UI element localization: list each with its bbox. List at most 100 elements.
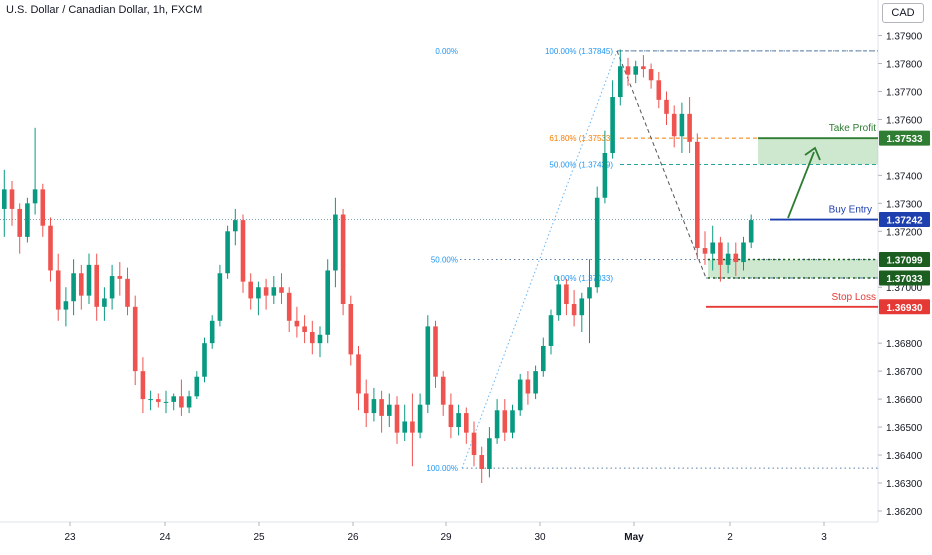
candle-body (217, 273, 223, 321)
candle-body (602, 152, 608, 198)
candle-body (525, 379, 531, 394)
candle-body (571, 304, 577, 316)
candle-body (702, 248, 708, 254)
candle-body (533, 371, 538, 394)
candle-body (487, 438, 492, 470)
candle-body (748, 220, 754, 243)
candle-body (171, 396, 176, 402)
candle-body (17, 208, 22, 237)
candle-body (163, 401, 169, 403)
candle-body (40, 189, 46, 226)
y-tick-label: 1.37300 (886, 199, 923, 210)
candle-body (179, 396, 184, 408)
candle-body (71, 273, 76, 302)
candle-body (233, 220, 238, 232)
candle-body (641, 66, 646, 70)
candle-body (679, 113, 685, 137)
price-tag-box (879, 212, 930, 228)
price-tag-label: 1.37033 (886, 274, 923, 285)
fib-retracement-label: 61.80% (1.37533) (549, 134, 613, 143)
candle-body (294, 320, 300, 327)
candle-body (510, 410, 515, 433)
candle-body (725, 253, 731, 265)
candle-body (194, 376, 200, 397)
candle-body (610, 97, 615, 153)
candle-body (671, 113, 677, 137)
candle-body (433, 326, 438, 377)
candle-body (394, 404, 400, 433)
candle-body (48, 225, 53, 271)
price-tag-label: 1.37533 (886, 134, 923, 145)
candle-body (248, 281, 253, 299)
price-tag-box (879, 130, 930, 146)
candle-body (695, 141, 700, 249)
fib-trend-line (461, 50, 618, 469)
candle-body (587, 287, 592, 299)
candle-body (140, 371, 146, 400)
y-tick-label: 1.36800 (886, 339, 923, 350)
arrow-up-icon (787, 151, 815, 219)
y-tick-label: 1.36600 (886, 395, 923, 406)
y-tick-label: 1.37600 (886, 115, 923, 126)
fib-retracement-label: 0.00% (1.37033) (554, 274, 613, 283)
y-tick-label: 1.37200 (886, 227, 923, 238)
candle-body (456, 413, 461, 428)
y-tick-label: 1.36500 (886, 423, 923, 434)
candle-body (32, 189, 38, 204)
candle-body (317, 334, 323, 344)
candle-body (186, 396, 192, 408)
fib-level-label: 0.00% (435, 47, 458, 56)
currency-badge[interactable]: CAD (882, 3, 924, 23)
stop-loss-label: Stop Loss (832, 292, 876, 303)
candle-body (55, 270, 61, 310)
candle-body (109, 276, 115, 299)
fib-level-label: 50.00% (431, 256, 458, 265)
candle-body (94, 264, 99, 307)
candle-body (79, 273, 84, 296)
candle-body (741, 242, 746, 263)
candle-body (494, 410, 500, 439)
candle-body (240, 220, 246, 282)
candle-body (9, 189, 15, 209)
candle-body (517, 379, 523, 411)
candle-body (302, 326, 307, 332)
candle-body (310, 331, 315, 344)
buy-entry-label: Buy Entry (829, 205, 872, 216)
candle-body (202, 343, 207, 377)
candle-body (502, 410, 508, 433)
candle-body (710, 242, 715, 254)
candle-body (348, 304, 354, 355)
candle-body (564, 284, 569, 305)
fib-retracement-trend-line (616, 50, 707, 279)
candle-body (387, 404, 392, 416)
candle-body (125, 278, 130, 307)
candle-body (618, 66, 623, 98)
y-tick-label: 1.36400 (886, 451, 923, 462)
price-tag-box (879, 270, 930, 286)
candle-body (733, 253, 739, 263)
candle-body (548, 315, 554, 346)
y-tick-label: 1.36300 (886, 479, 923, 490)
y-tick-label: 1.37800 (886, 60, 923, 71)
candle-body (25, 203, 30, 237)
candle-body (225, 231, 230, 274)
x-tick-label: May (624, 532, 644, 543)
y-tick-label: 1.37900 (886, 32, 923, 43)
price-tag-box (879, 299, 930, 315)
take-profit-zone (758, 138, 878, 165)
y-tick-label: 1.36200 (886, 507, 923, 518)
y-tick-label: 1.37000 (886, 283, 923, 294)
symbol-title: U.S. Dollar / Canadian Dollar, 1h, FXCM (6, 4, 203, 16)
candle-body (479, 455, 484, 470)
x-tick-label: 3 (821, 532, 827, 543)
fib-retracement-label: 100.00% (1.37845) (545, 47, 613, 56)
candle-body (340, 214, 346, 305)
arrow-head-icon (804, 146, 821, 161)
candle-body (625, 66, 631, 75)
candle-body (687, 113, 692, 142)
x-tick-label: 29 (440, 532, 452, 543)
candle-body (633, 66, 638, 75)
candle-body (656, 80, 662, 100)
